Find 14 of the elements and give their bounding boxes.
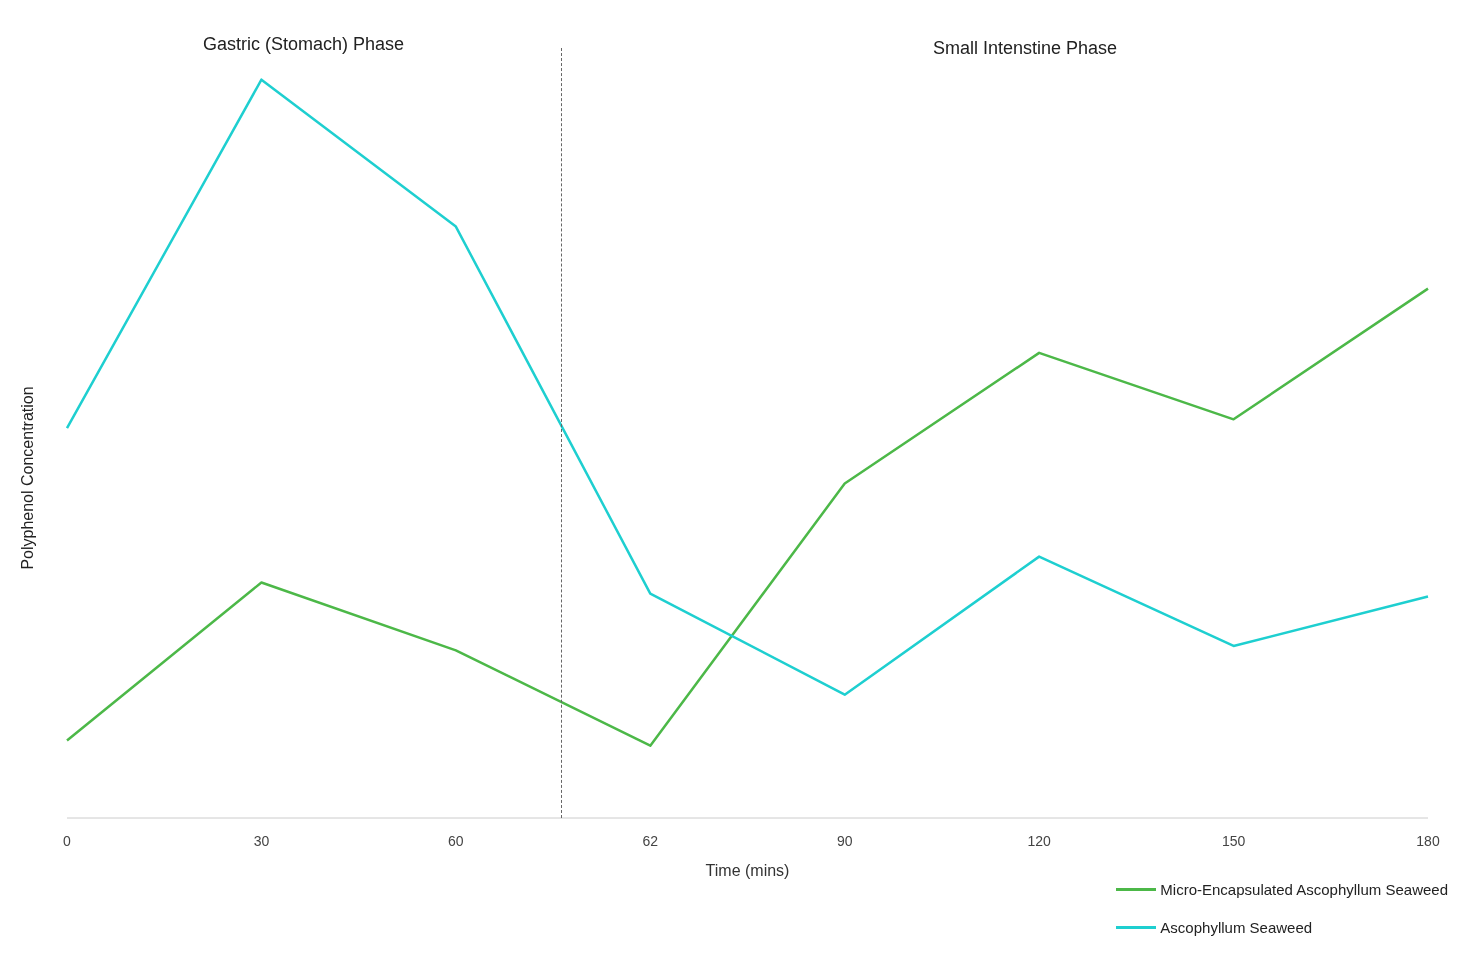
legend-label: Micro-Encapsulated Ascophyllum Seaweed — [1160, 880, 1448, 898]
x-tick-label: 60 — [448, 832, 464, 849]
text: Gastric (Stomach) Phase — [203, 34, 405, 55]
text: Small Intenstine Phase — [933, 38, 1118, 59]
x-axis-title: Time (mins) — [705, 862, 790, 879]
x-tick-label: 90 — [836, 832, 853, 849]
x-tick-label: 180 — [1416, 832, 1440, 849]
x-tick-label: 30 — [253, 832, 270, 849]
x-tick-label: 0 — [63, 832, 72, 849]
x-tick-label: 62 — [642, 832, 659, 849]
legend-label: Ascophyllum Seaweed — [1160, 918, 1313, 936]
y-axis-title: Polyphenol Concentration — [19, 386, 37, 570]
x-tick-label: 150 — [1221, 832, 1246, 849]
x-tick-label: 120 — [1027, 832, 1052, 849]
